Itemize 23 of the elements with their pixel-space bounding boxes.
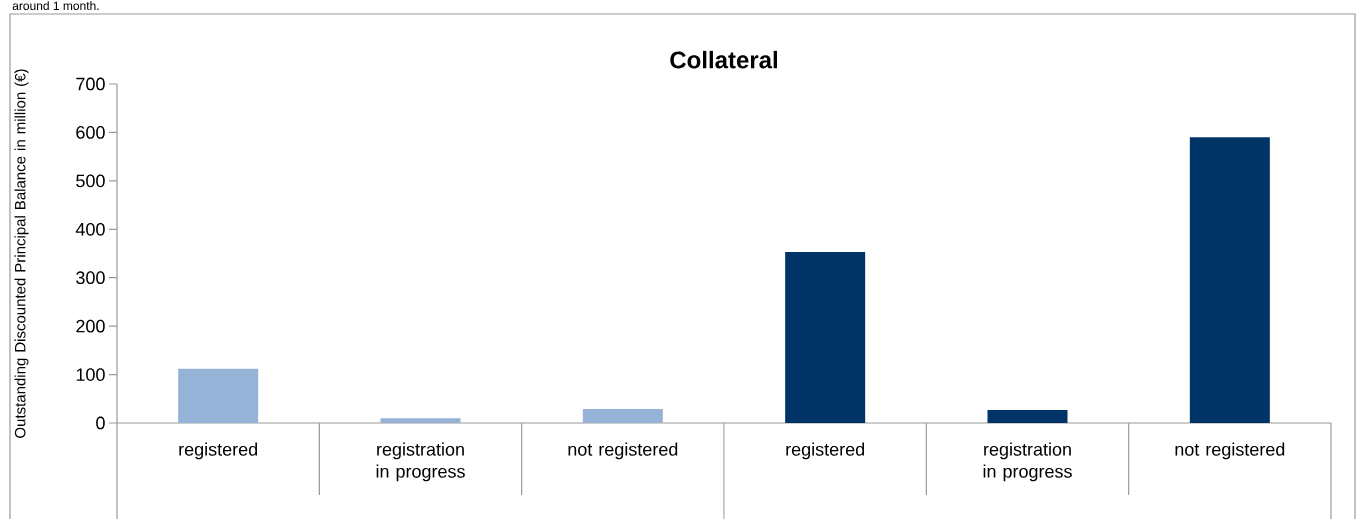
y-tick-label: 300 [76,271,105,285]
y-tick-label: 100 [76,368,105,381]
y-tick-label: 700 [76,77,105,91]
x-tick-label: not registered [568,442,678,460]
bar [582,408,663,423]
bar [785,252,866,423]
bar [178,368,259,423]
y-tick-label: 500 [76,174,105,188]
y-axis-title: Outstanding Discounted Principal Balance in million (€) [14,69,29,438]
x-tick-label: registered [786,442,865,460]
bar [1189,137,1270,423]
y-tick-label: 400 [75,222,105,236]
y-tick-label: 200 [76,319,105,333]
x-tick-label: not registered [1175,442,1285,460]
x-tick-label: registered [179,442,258,460]
bar [380,418,461,423]
text: around 1 month. [12,1,99,10]
chart-title: Collateral [670,50,777,69]
x-tick-label: registration in progress [983,442,1072,482]
y-tick-label: 600 [76,126,105,139]
x-tick-label: registration in progress [376,442,465,482]
y-tick-label: 0 [96,416,105,430]
bar [987,409,1068,423]
